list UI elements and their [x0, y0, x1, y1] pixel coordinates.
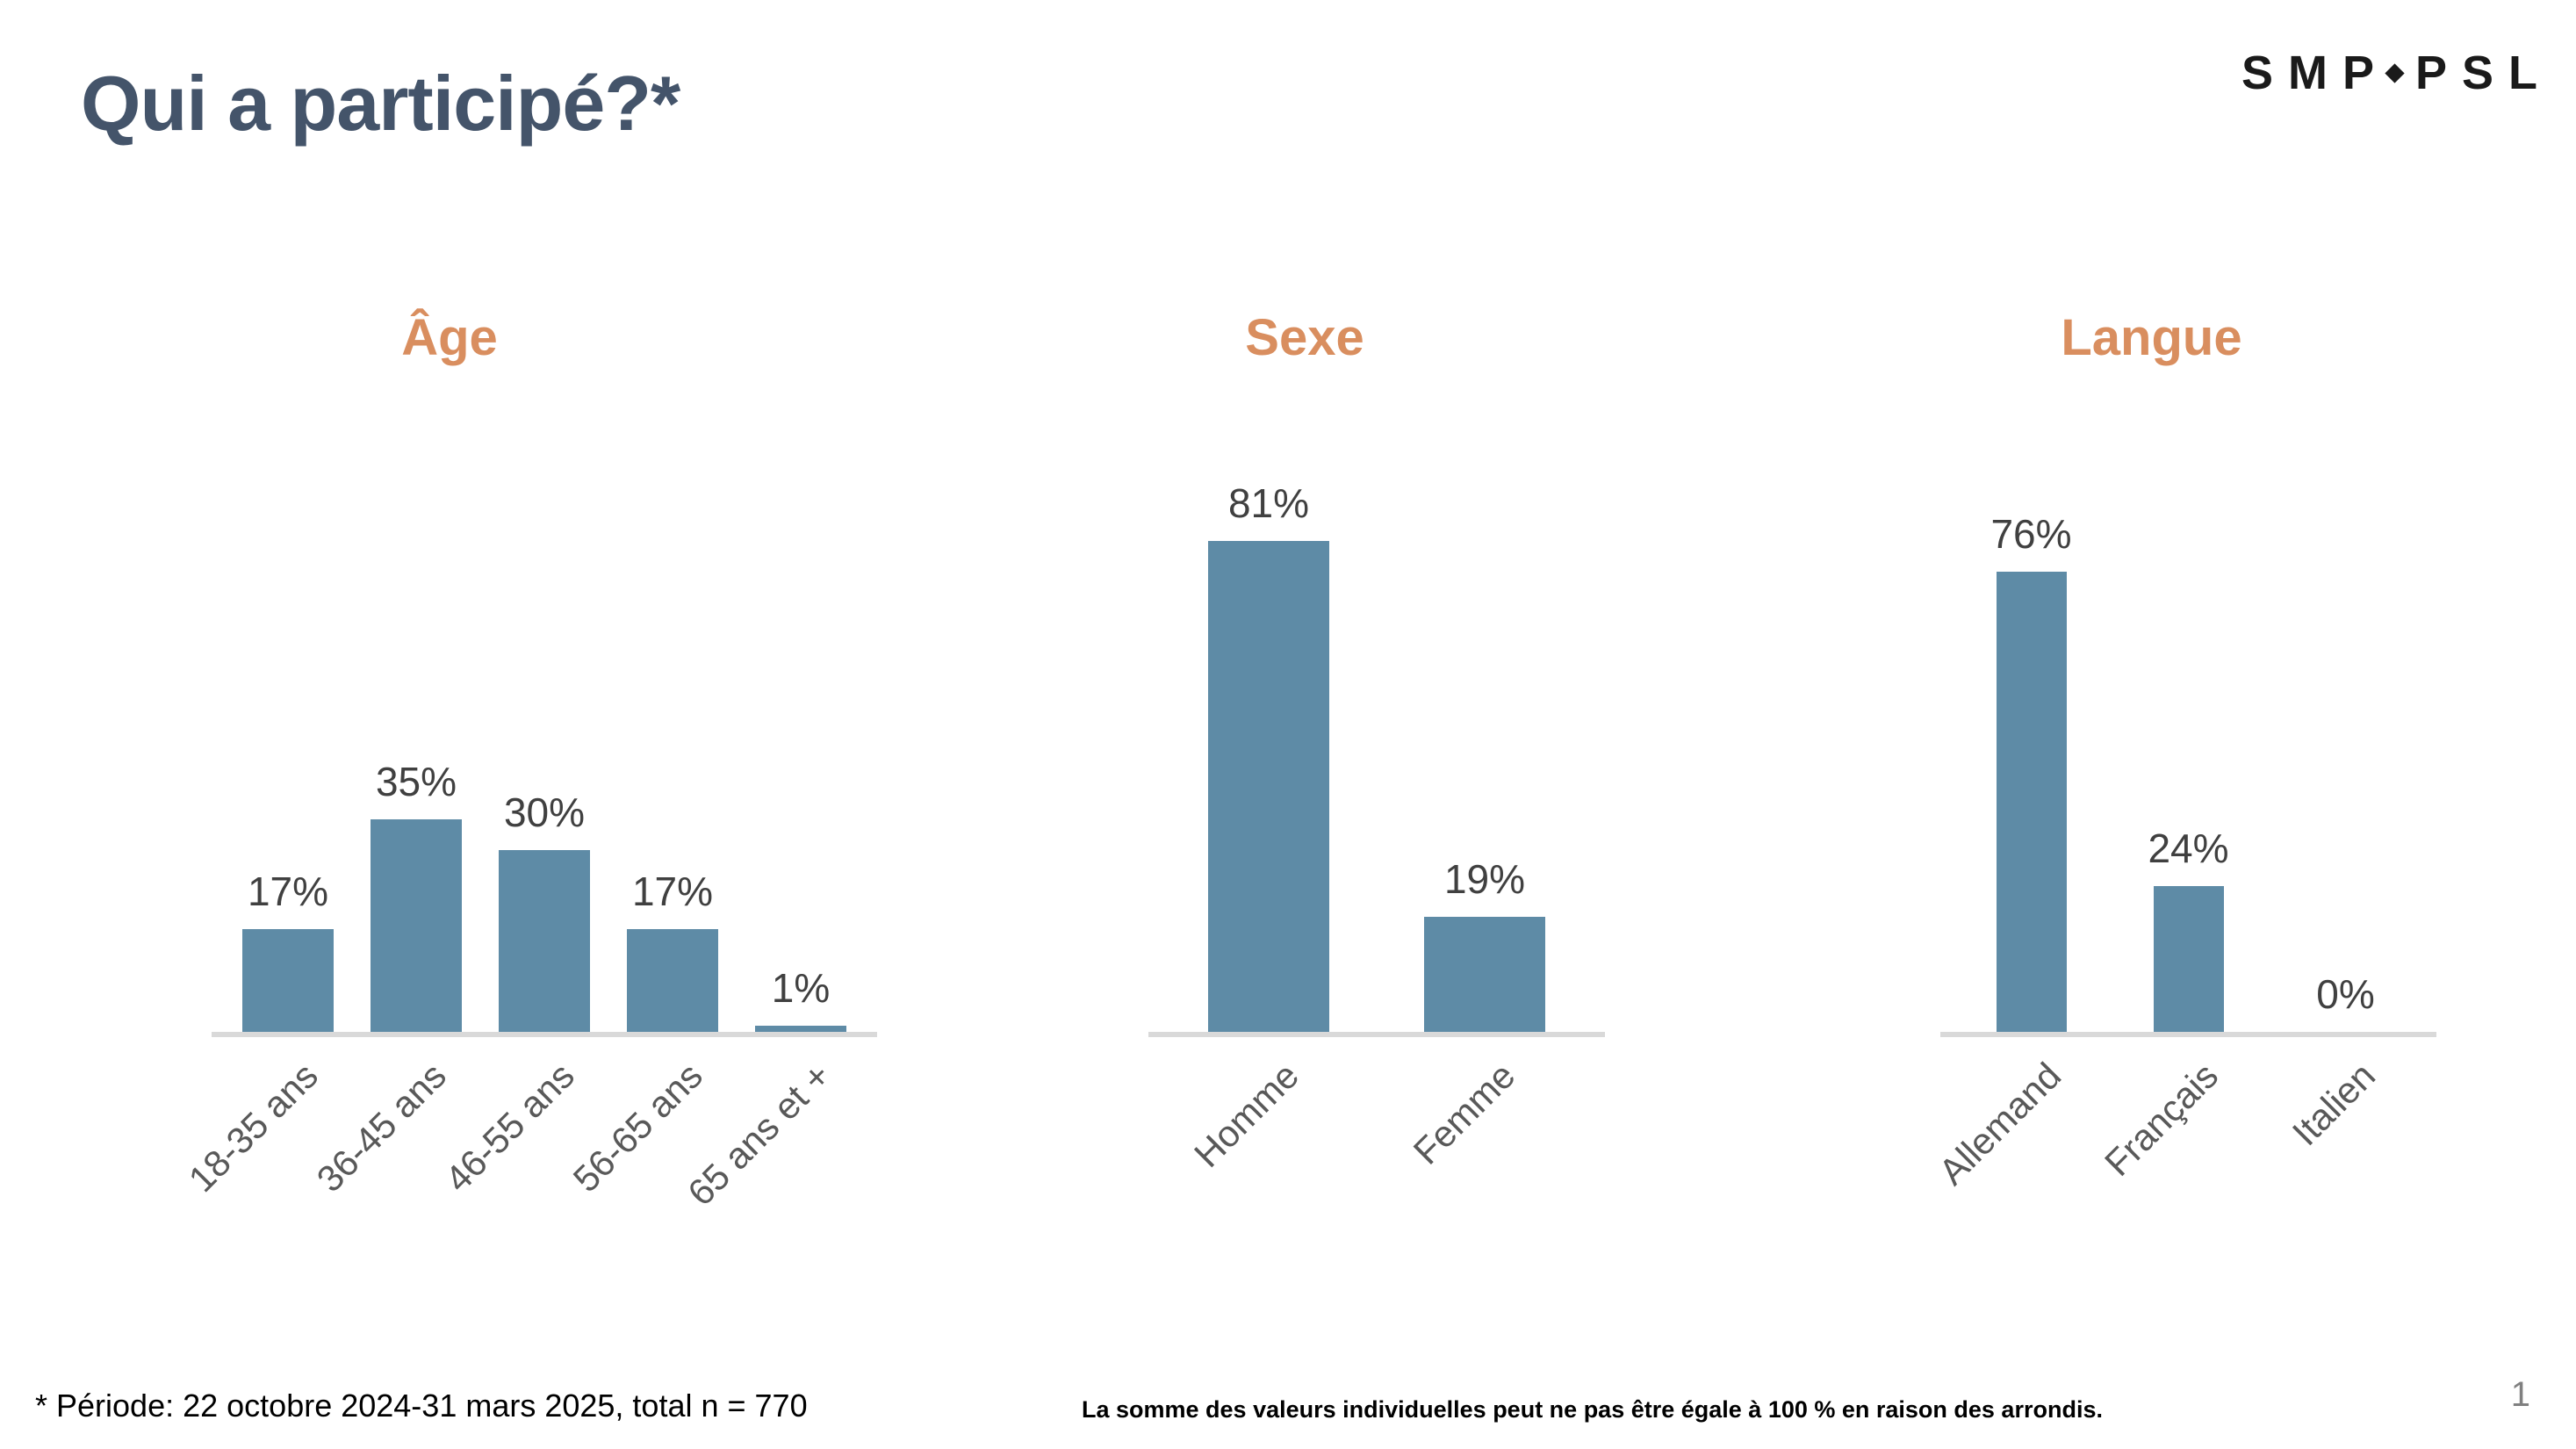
category-label: Femme	[1405, 1054, 1523, 1172]
value-label: 30%	[503, 789, 586, 835]
bar-slot: 76%	[1953, 378, 2110, 1032]
bar-langue-0	[1996, 572, 2067, 1032]
value-label: 35%	[375, 759, 457, 804]
value-label: 1%	[771, 965, 831, 1011]
bar-slot: 0%	[2267, 378, 2424, 1032]
bar-langue-1	[2153, 886, 2224, 1032]
page-title: Qui a participé?*	[81, 60, 680, 147]
bar-age-3	[627, 929, 718, 1032]
chart-title-age: Âge	[401, 309, 498, 366]
logo: SMP PSL	[2241, 49, 2537, 97]
bars-group: 81% 19%	[1161, 378, 1593, 1032]
bar-slot: 17%	[608, 378, 737, 1032]
category-label: Homme	[1185, 1054, 1307, 1176]
bar-sexe-1	[1424, 917, 1545, 1032]
page-number: 1	[2510, 1375, 2530, 1414]
footnote: * Période: 22 octobre 2024-31 mars 2025,…	[35, 1388, 808, 1424]
bars-group: 76% 24% 0%	[1953, 378, 2424, 1032]
bar-slot: 81%	[1161, 378, 1377, 1032]
value-label: 19%	[1443, 856, 1526, 902]
logo-text-psl: PSL	[2414, 47, 2552, 99]
bar-chart-sexe: Sexe Homme Femme 81% 19%	[1148, 309, 1605, 1282]
bar-slot: 19%	[1377, 378, 1593, 1032]
x-axis-line	[1148, 1032, 1605, 1037]
bar-slot: 24%	[2110, 378, 2267, 1032]
rounding-disclaimer: La somme des valeurs individuelles peut …	[1082, 1396, 2103, 1423]
bar-age-2	[499, 850, 590, 1032]
x-axis-line	[1940, 1032, 2436, 1037]
bar-slot: 1%	[737, 378, 865, 1032]
category-label: Français	[2097, 1054, 2227, 1185]
value-label: 81%	[1227, 480, 1310, 526]
category-label: 36-45 ans	[308, 1054, 455, 1200]
logo-text-smp: SMP	[2241, 47, 2389, 99]
bar-slot: 17%	[224, 378, 352, 1032]
bar-slot: 35%	[352, 378, 480, 1032]
category-label: Allemand	[1931, 1054, 2069, 1193]
bars-group: 17% 35% 30% 17% 1%	[224, 378, 865, 1032]
bar-age-0	[242, 929, 334, 1032]
bar-slot: 30%	[480, 378, 608, 1032]
value-label: 17%	[247, 869, 329, 914]
category-label: 18-35 ans	[180, 1054, 327, 1200]
category-label: Italien	[2285, 1054, 2384, 1154]
plot-area-age: 17% 35% 30% 17% 1%	[212, 378, 877, 1037]
chart-title-sexe: Sexe	[1245, 309, 1364, 366]
bar-age-4	[755, 1026, 846, 1032]
value-label: 24%	[2148, 825, 2229, 871]
value-label: 0%	[2316, 971, 2375, 1017]
bar-chart-langue: Langue Allemand Français Italien 76% 24% 0%	[1932, 309, 2436, 1282]
category-label: 46-55 ans	[436, 1054, 583, 1200]
bar-sexe-0	[1208, 541, 1329, 1032]
value-label: 76%	[1990, 511, 2072, 557]
bar-chart-age: Âge 18-35 ans 36-45 ans 46-55 ans 56-65 ans 6…	[181, 309, 877, 1282]
x-axis-line	[212, 1032, 877, 1037]
value-label: 17%	[631, 869, 714, 914]
plot-area-sexe: 81% 19%	[1148, 378, 1605, 1037]
chart-title-langue: Langue	[2061, 309, 2242, 366]
plot-area-langue: 76% 24% 0%	[1940, 378, 2436, 1037]
bar-age-1	[371, 819, 462, 1032]
